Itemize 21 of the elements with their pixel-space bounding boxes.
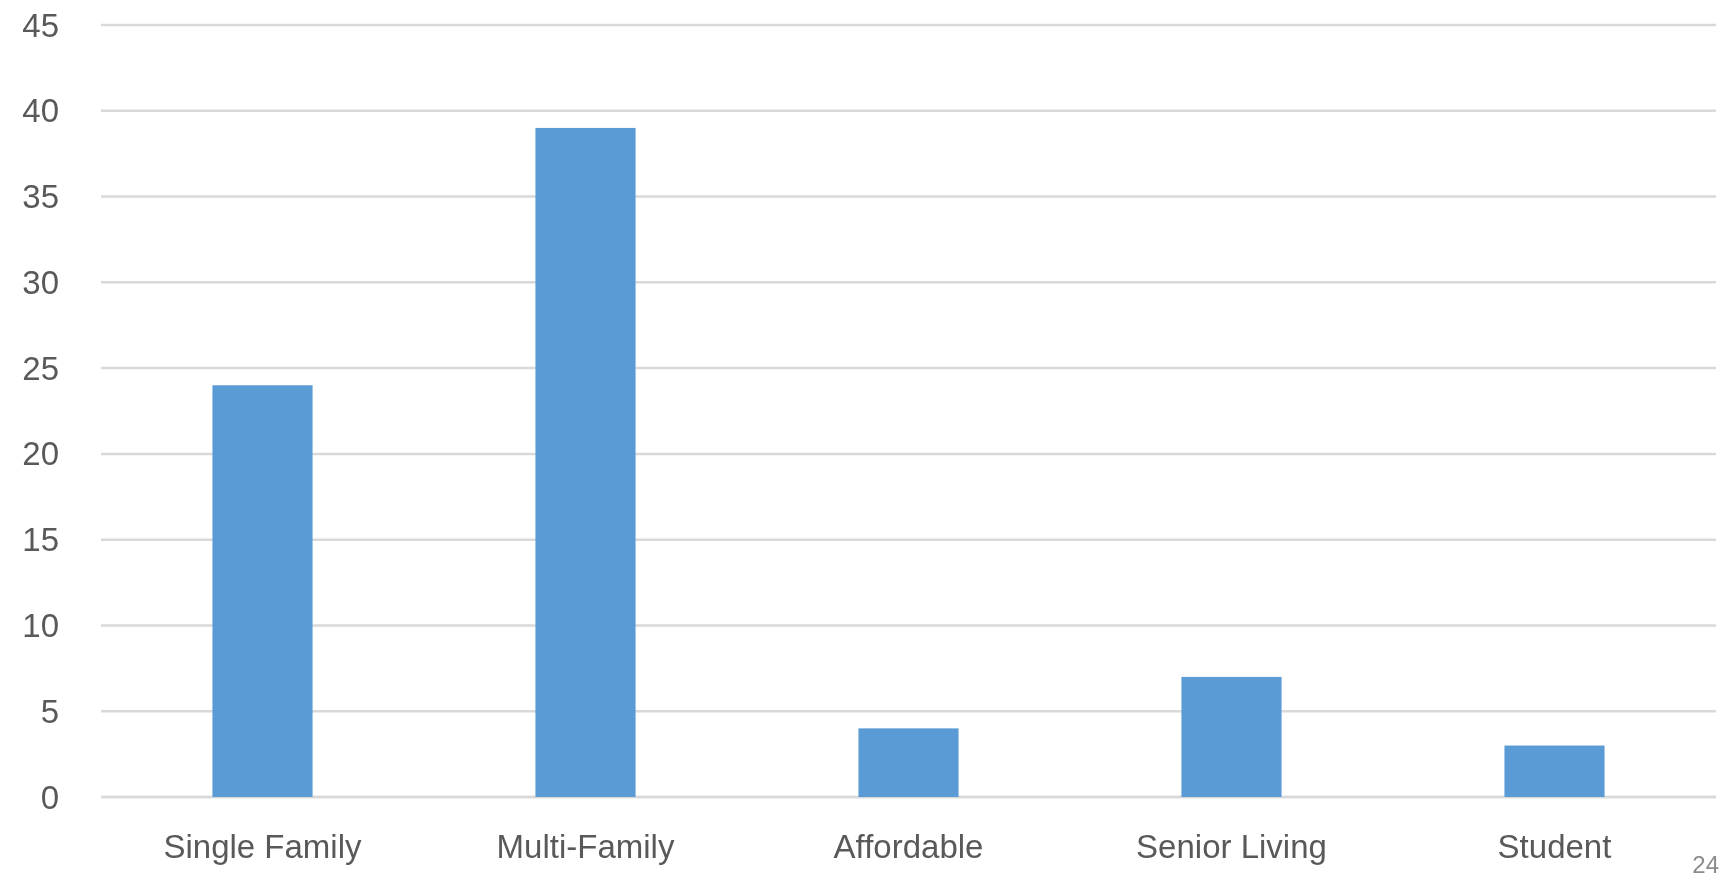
y-tick-label: 40	[22, 92, 59, 130]
bar	[212, 385, 313, 797]
y-tick-label: 25	[22, 349, 59, 387]
x-tick-label: Student	[1497, 828, 1612, 865]
x-tick-label: Senior Living	[1136, 828, 1327, 865]
y-tick-label: 15	[22, 521, 59, 559]
x-tick-label: Single Family	[163, 828, 363, 865]
y-tick-label: 20	[22, 435, 59, 473]
text: 24	[1692, 851, 1719, 878]
x-tick-label: Multi-Family	[496, 828, 675, 865]
bar	[1504, 745, 1605, 797]
y-tick-label: 10	[22, 606, 59, 644]
y-tick-label: 5	[40, 692, 59, 730]
bar	[1181, 676, 1282, 797]
y-tick-label: 35	[22, 178, 59, 216]
y-tick-label: 30	[22, 263, 59, 301]
bar	[858, 728, 959, 797]
bar	[535, 127, 636, 797]
x-tick-label: Affordable	[833, 828, 984, 865]
y-tick-label: 0	[40, 778, 59, 816]
y-tick-label: 45	[22, 6, 59, 44]
